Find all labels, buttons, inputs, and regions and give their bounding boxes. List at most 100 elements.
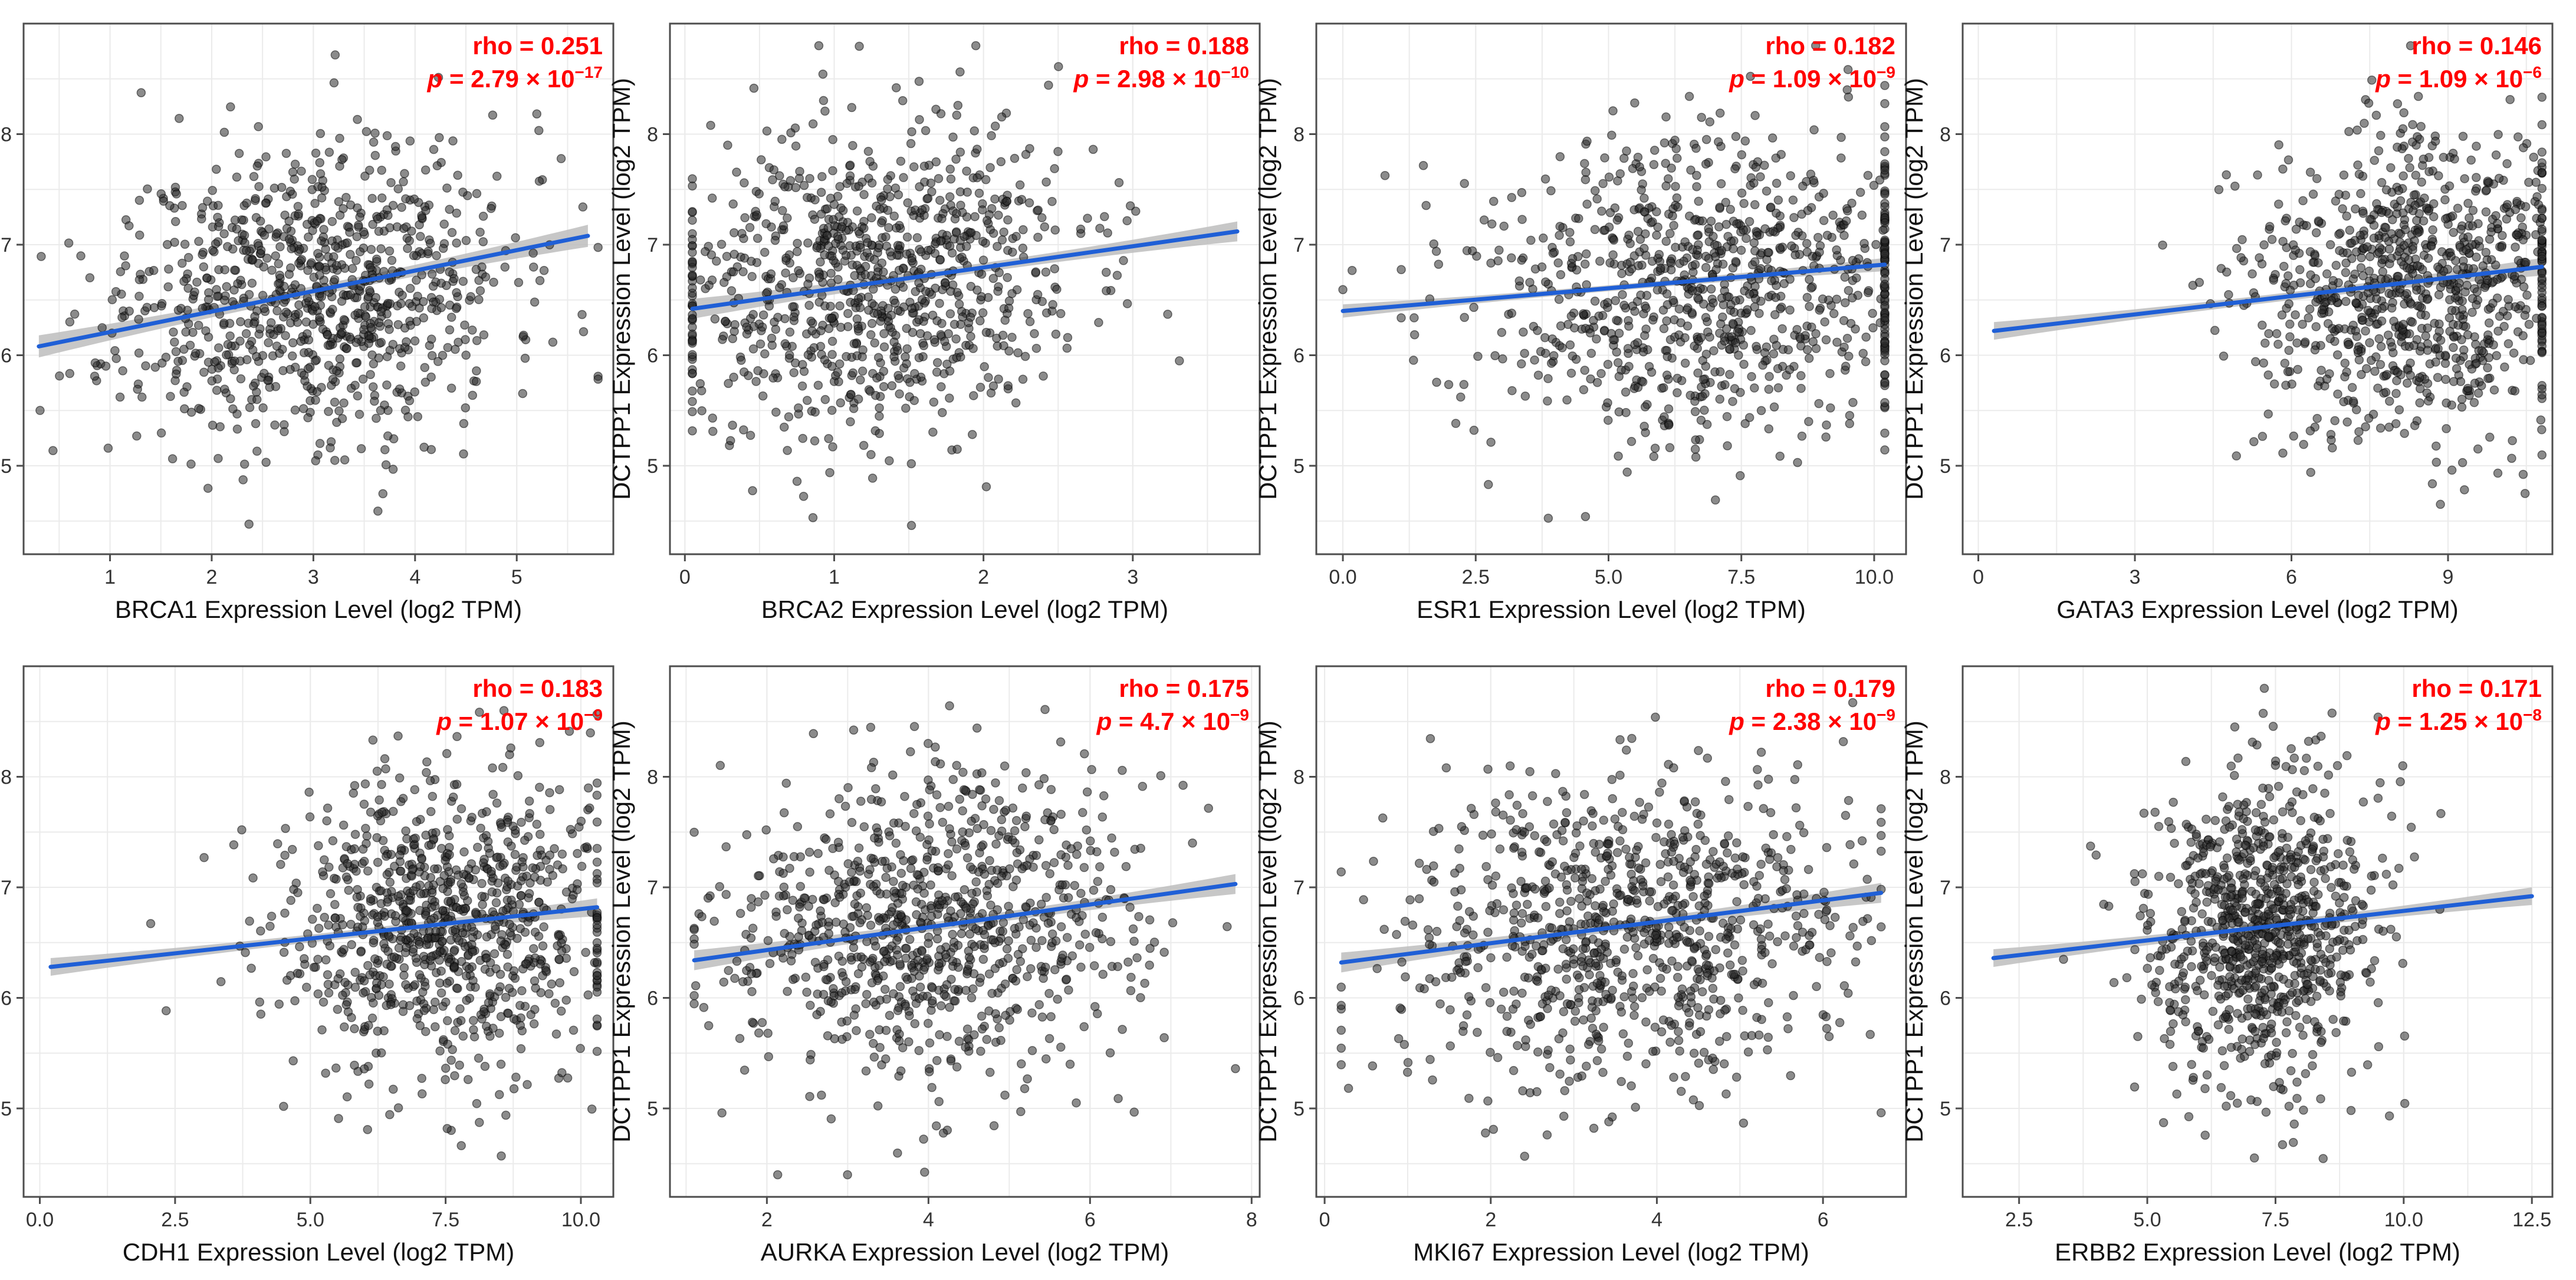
data-point [2491, 210, 2501, 221]
data-point [688, 368, 697, 378]
data-point [1076, 224, 1086, 234]
data-point [1023, 309, 1033, 318]
data-point [1638, 347, 1648, 357]
data-point [994, 210, 1003, 220]
data-point [869, 284, 878, 294]
data-point [319, 225, 328, 234]
data-point [1553, 258, 1563, 268]
data-point [981, 482, 991, 492]
data-point [2472, 252, 2481, 262]
data-point [1608, 106, 1618, 116]
data-point [299, 348, 309, 358]
data-point [797, 381, 807, 391]
data-point [760, 248, 770, 257]
data-point [511, 233, 520, 242]
data-point [1749, 178, 1759, 188]
data-point [954, 300, 964, 309]
data-point [802, 396, 812, 405]
data-point [1773, 364, 1783, 374]
data-point [2311, 228, 2321, 238]
data-point [879, 342, 889, 352]
data-point [1842, 334, 1852, 343]
data-point [2279, 261, 2289, 271]
data-point [2537, 168, 2547, 177]
data-point [471, 265, 481, 274]
data-point [395, 773, 405, 783]
data-point [219, 229, 229, 239]
data-point [442, 749, 452, 758]
data-point [300, 954, 309, 963]
y-tick-label: 7 [647, 234, 658, 256]
data-point [1769, 402, 1779, 412]
data-point [798, 433, 807, 443]
data-point [730, 228, 739, 238]
data-point [1806, 283, 1816, 293]
data-point [1691, 143, 1701, 153]
data-point [170, 217, 180, 226]
data-point [803, 279, 813, 289]
data-point [728, 199, 738, 209]
data-point [176, 304, 186, 313]
data-point [2378, 267, 2388, 277]
data-point [163, 282, 173, 292]
data-point [781, 254, 791, 263]
data-point [2460, 174, 2469, 183]
data-point [487, 887, 497, 897]
data-point [833, 368, 843, 377]
data-point [762, 126, 772, 136]
data-point [273, 839, 282, 848]
data-point [2433, 344, 2443, 354]
data-point [1869, 180, 1879, 190]
data-point [2413, 261, 2422, 271]
data-point [1605, 258, 1615, 268]
data-point [2473, 444, 2483, 454]
data-point [445, 850, 454, 860]
data-point [64, 238, 74, 248]
data-point [737, 356, 746, 365]
data-point [275, 348, 284, 358]
data-point [325, 941, 335, 950]
data-point [906, 459, 916, 469]
data-point [972, 173, 982, 183]
data-point [2354, 169, 2364, 179]
data-point [405, 136, 415, 146]
data-point [946, 174, 956, 184]
data-point [949, 320, 960, 329]
data-point [970, 212, 980, 222]
data-point [2325, 240, 2335, 249]
data-point [1566, 311, 1576, 321]
data-point [1056, 309, 1066, 318]
data-point [474, 1054, 484, 1063]
data-point [1579, 385, 1589, 394]
data-point [1033, 232, 1043, 242]
data-point [2415, 301, 2424, 311]
data-point [438, 244, 448, 254]
data-point [469, 927, 479, 936]
data-point [1608, 250, 1618, 260]
data-point [318, 997, 328, 1007]
data-point [1608, 335, 1618, 345]
data-point [2537, 348, 2547, 357]
data-point [374, 991, 384, 1000]
data-point [1665, 229, 1675, 238]
data-point [443, 343, 453, 353]
data-point [2445, 295, 2455, 305]
data-point [915, 182, 924, 192]
data-point [382, 131, 392, 140]
data-point [229, 840, 239, 850]
data-point [517, 986, 527, 996]
data-point [891, 298, 900, 308]
data-point [1052, 284, 1062, 294]
x-tick-label: 3 [2130, 566, 2141, 588]
data-point [1514, 276, 1524, 286]
data-point [213, 222, 224, 231]
data-point [971, 877, 981, 887]
data-point [972, 723, 982, 733]
data-point [1804, 354, 1814, 363]
data-point [998, 330, 1008, 340]
data-point [1409, 356, 1418, 365]
data-point [586, 728, 595, 738]
data-point [688, 397, 697, 406]
data-point [2537, 301, 2547, 311]
